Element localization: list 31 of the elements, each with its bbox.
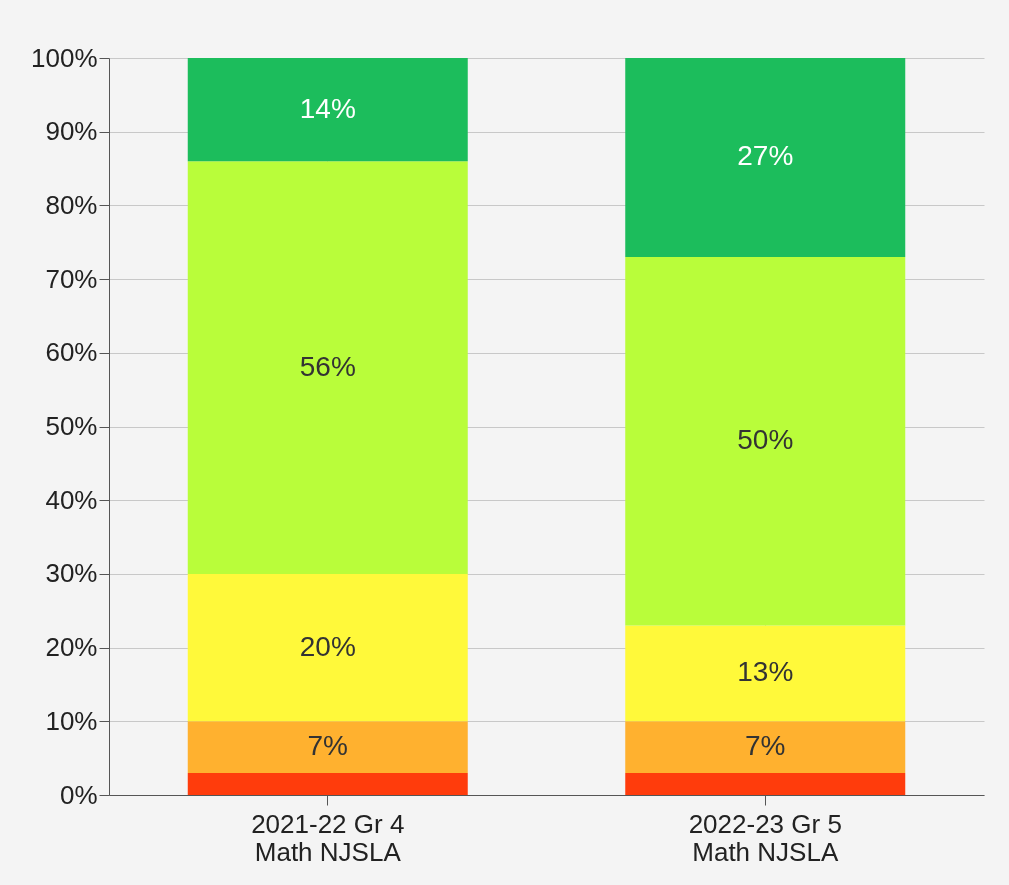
y-tick-label: 100% [31,42,98,73]
y-tick-label: 70% [45,263,98,294]
bar [187,161,468,574]
bar [625,721,906,773]
bar [625,58,906,257]
y-tick-label: 20% [45,632,98,663]
x-tick-label: 2021-22 Gr 4 Math NJSLA [251,808,405,867]
data-label: 20% [299,630,356,662]
y-tick-label: 40% [45,484,98,515]
data-label: 14% [299,92,356,124]
bar [625,256,906,626]
bar [187,573,468,722]
y-tick-label: 80% [45,189,98,220]
y-tick-label: 30% [45,558,98,589]
data-label: 50% [737,424,794,456]
y-tick-label: 90% [45,116,98,147]
y-tick-label: 50% [45,411,98,441]
bar [187,721,468,773]
data-label: 27% [737,140,794,172]
data-label: 13% [737,656,794,688]
x-tick-label: 2022-23 Gr 5 Math NJSLA [688,808,842,867]
y-tick-label: 0% [59,779,98,810]
bar [625,772,906,795]
data-label: 56% [299,350,356,382]
data-label: 7% [745,730,786,762]
y-tick-label: 60% [45,337,98,368]
bar [625,625,906,722]
bar [187,58,468,162]
y-tick-label: 10% [45,705,98,736]
bar [187,772,468,795]
data-label: 7% [307,730,348,762]
